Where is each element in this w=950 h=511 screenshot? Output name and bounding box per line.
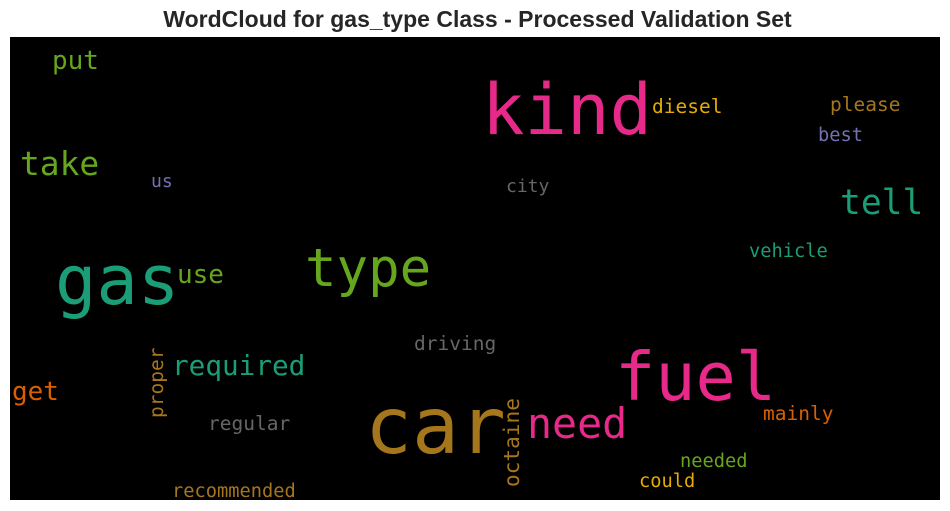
word-recommended: recommended xyxy=(172,481,296,500)
wordcloud-svg: car kind gas fuel type need tell take required ge… xyxy=(12,46,923,500)
word-could: could xyxy=(639,471,695,492)
word-car: car xyxy=(365,382,506,472)
word-tell: tell xyxy=(840,183,923,223)
word-octaine: octaine xyxy=(499,398,524,487)
word-needed: needed xyxy=(680,451,748,472)
word-proper: proper xyxy=(145,348,168,418)
word-gas: gas xyxy=(55,241,179,321)
word-need: need xyxy=(527,399,627,448)
word-fuel: fuel xyxy=(615,338,776,416)
word-type: type xyxy=(305,238,431,299)
word-vehicle: vehicle xyxy=(749,241,828,262)
word-mainly: mainly xyxy=(763,402,833,425)
word-driving: driving xyxy=(414,332,496,355)
word-use: use xyxy=(177,260,224,290)
word-regular: regular xyxy=(208,412,290,435)
word-take: take xyxy=(20,144,99,183)
word-city: city xyxy=(506,176,550,197)
word-get: get xyxy=(12,377,59,407)
word-put: put xyxy=(52,46,99,76)
word-diesel: diesel xyxy=(652,95,722,118)
wordcloud-canvas: car kind gas fuel type need tell take required ge… xyxy=(10,37,940,500)
chart-title: WordCloud for gas_type Class - Processed… xyxy=(163,6,792,32)
word-required: required xyxy=(172,349,305,382)
word-us: us xyxy=(151,171,173,192)
word-best: best xyxy=(818,125,863,146)
word-kind: kind xyxy=(482,68,652,151)
word-please: please xyxy=(830,93,900,116)
